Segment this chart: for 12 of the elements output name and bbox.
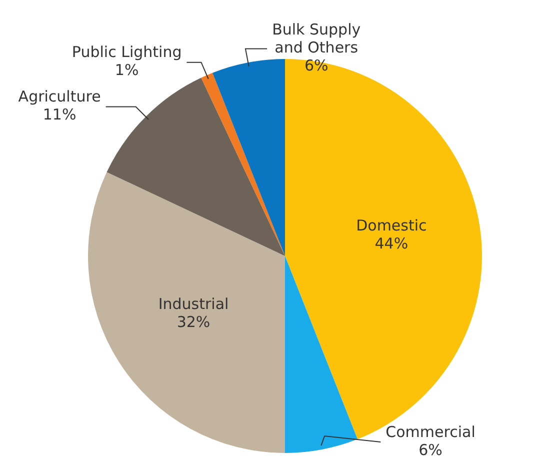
- data-label: 32%: [176, 312, 210, 331]
- slice-label: Industrial: [158, 294, 229, 313]
- data-label: 1%: [114, 61, 139, 80]
- slice-label: Domestic: [356, 216, 427, 235]
- slice-label: Commercial: [386, 422, 476, 441]
- data-label: 11%: [42, 106, 76, 124]
- slice-label: Bulk Supply and Others: [272, 20, 361, 57]
- data-label: 44%: [374, 234, 408, 253]
- slice-label: Agriculture: [18, 88, 101, 106]
- data-label: 6%: [418, 440, 442, 459]
- data-label: 6%: [304, 56, 328, 75]
- slice-label: Public Lighting: [72, 43, 182, 62]
